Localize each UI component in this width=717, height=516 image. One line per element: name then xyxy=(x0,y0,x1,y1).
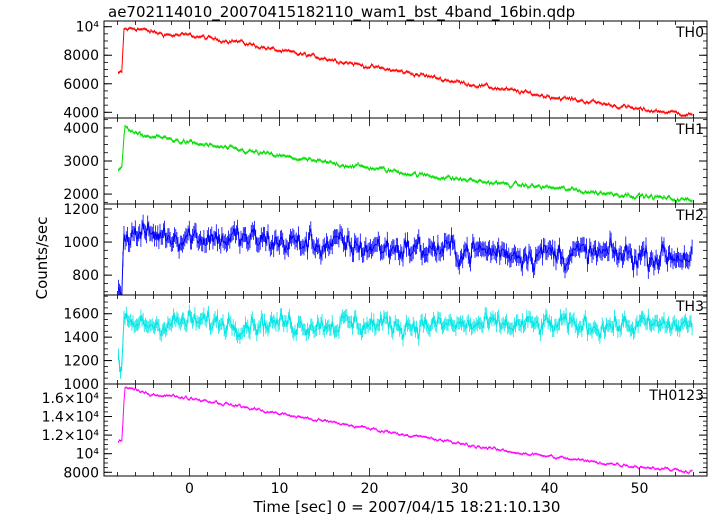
x-tick-label: 50 xyxy=(631,481,649,497)
y-tick-label: 2000 xyxy=(63,187,99,203)
y-tick-label: 1200 xyxy=(63,354,99,370)
y-tick-label: 800 xyxy=(72,268,99,284)
y-tick-label: 3000 xyxy=(63,154,99,170)
panel-frame xyxy=(103,383,708,477)
panel-th0: 4000 6000 8000 10⁴ TH0 xyxy=(63,20,708,121)
series-th1-line xyxy=(118,124,693,203)
y-tick-label: 1400 xyxy=(63,330,99,346)
panel-th0123: 8000 10⁴ 1.2×10⁴ 1.4×10⁴ 1.6×10⁴ TH0123 xyxy=(42,383,708,481)
y-tick-label: 1000 xyxy=(63,235,99,251)
y-tick-label: 8000 xyxy=(63,465,99,481)
series-th0-line xyxy=(118,27,693,117)
x-tick-label: 0 xyxy=(185,481,194,497)
panel-label: TH3 xyxy=(675,299,704,315)
panel-frame xyxy=(103,294,708,385)
panel-label: TH1 xyxy=(675,122,704,138)
x-tick-label: 40 xyxy=(541,481,559,497)
x-tick-label: 10 xyxy=(271,481,289,497)
y-tick-label: 1.6×10⁴ xyxy=(42,391,100,407)
panel-frame xyxy=(103,117,708,205)
series-th2-line xyxy=(117,221,693,295)
x-tick-label: 20 xyxy=(361,481,379,497)
y-axis-label: Counts/sec xyxy=(33,217,51,300)
panel-frame xyxy=(103,20,708,119)
series-th2-errorbars xyxy=(118,214,693,295)
y-tick-label: 1000 xyxy=(63,377,99,393)
chart-title: ae702114010_20070415182110_wam1_bst_4ban… xyxy=(108,3,576,21)
x-axis-label: Time [sec] 0 = 2007/04/15 18:21:10.130 xyxy=(253,498,561,516)
panel-th1: 2000 3000 4000 TH1 xyxy=(63,117,708,205)
y-tick-label: 1600 xyxy=(63,307,99,323)
series-th0-errorbars xyxy=(118,26,693,117)
y-tick-label: 1200 xyxy=(63,202,99,218)
panel-label: TH0 xyxy=(675,25,704,41)
panel-label: TH2 xyxy=(675,208,704,224)
y-tick-label: 4000 xyxy=(63,105,99,121)
y-tick-label: 1.4×10⁴ xyxy=(42,410,100,426)
x-tick-label: 30 xyxy=(451,481,469,497)
y-tick-label: 10⁴ xyxy=(76,20,100,36)
panel-th3: 1000 1200 1400 1600 TH3 xyxy=(63,294,708,393)
y-tick-label: 1.2×10⁴ xyxy=(42,428,100,444)
y-tick-label: 8000 xyxy=(63,48,99,64)
series-th3-line xyxy=(117,310,693,373)
panel-frame xyxy=(103,203,708,296)
y-tick-label: 10⁴ xyxy=(76,447,100,463)
y-tick-label: 6000 xyxy=(63,77,99,93)
panel-label: TH0123 xyxy=(648,388,704,404)
panel-th2: 800 1000 1200 TH2 xyxy=(63,202,708,296)
panels-group: 4000 6000 8000 10⁴ TH0 2000 3000 4000 TH1 800 1000… xyxy=(42,20,708,497)
series-th1-errorbars xyxy=(118,124,693,203)
y-tick-label: 4000 xyxy=(63,121,99,137)
series-th0123-line xyxy=(117,386,693,475)
